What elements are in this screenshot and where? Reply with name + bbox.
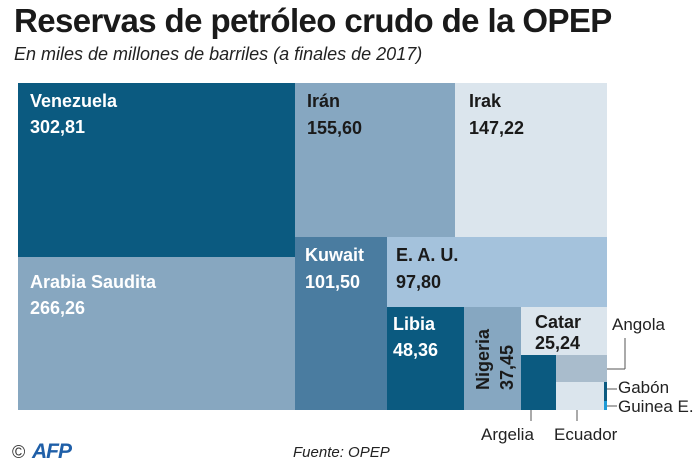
treemap-cell-nigeria	[464, 307, 521, 410]
cell-name-catar: Catar	[535, 312, 581, 332]
treemap-cell-kuwait	[295, 237, 387, 410]
cell-name-iran: Irán	[307, 91, 340, 111]
cell-value-catar: 25,24	[535, 333, 580, 353]
copyright-symbol: ©	[12, 442, 26, 462]
external-label-argelia: Argelia	[481, 425, 534, 444]
cell-name-arabia-saudita: Arabia Saudita	[30, 272, 157, 292]
treemap-cell-arabia-saudita	[18, 257, 295, 410]
treemap-cell-angola	[556, 355, 607, 382]
cell-name-venezuela: Venezuela	[30, 91, 118, 111]
treemap-cell-irak	[455, 83, 607, 237]
cell-value-irak: 147,22	[469, 118, 524, 138]
cell-value-kuwait: 101,50	[305, 272, 360, 292]
chart-subtitle: En miles de millones de barriles (a fina…	[14, 44, 423, 64]
external-label-ecuador: Ecuador	[554, 425, 618, 444]
cell-value-nigeria: 37,45	[497, 345, 517, 390]
afp-logo: AFP	[32, 440, 72, 463]
cell-name-e-a-u: E. A. U.	[396, 245, 458, 265]
cell-name-nigeria: Nigeria	[473, 328, 493, 390]
cell-name-libia: Libia	[393, 314, 436, 334]
treemap-cell-venezuela	[18, 83, 295, 257]
external-label-guinea-e: Guinea E.	[618, 397, 694, 416]
external-label-angola: Angola	[612, 315, 665, 334]
treemap-cell-libia	[387, 307, 464, 410]
treemap-cell-gabon	[604, 382, 607, 401]
cell-value-e-a-u: 97,80	[396, 272, 441, 292]
treemap-cell-guinea-e	[604, 401, 607, 410]
treemap-cell-argelia	[521, 355, 556, 410]
external-label-gabon: Gabón	[618, 378, 669, 397]
source-note: Fuente: OPEP	[293, 444, 390, 461]
cell-value-venezuela: 302,81	[30, 117, 85, 137]
treemap-cell-ecuador	[556, 382, 604, 410]
cell-value-arabia-saudita: 266,26	[30, 298, 85, 318]
cell-name-irak: Irak	[469, 91, 502, 111]
treemap-cell-catar	[521, 307, 607, 355]
cell-value-iran: 155,60	[307, 118, 362, 138]
cell-name-kuwait: Kuwait	[305, 245, 364, 265]
cell-value-libia: 48,36	[393, 340, 438, 360]
chart-title: Reservas de petróleo crudo de la OPEP	[14, 2, 612, 39]
treemap-cell-e-a-u	[387, 237, 607, 307]
treemap-cell-iran	[295, 83, 455, 237]
